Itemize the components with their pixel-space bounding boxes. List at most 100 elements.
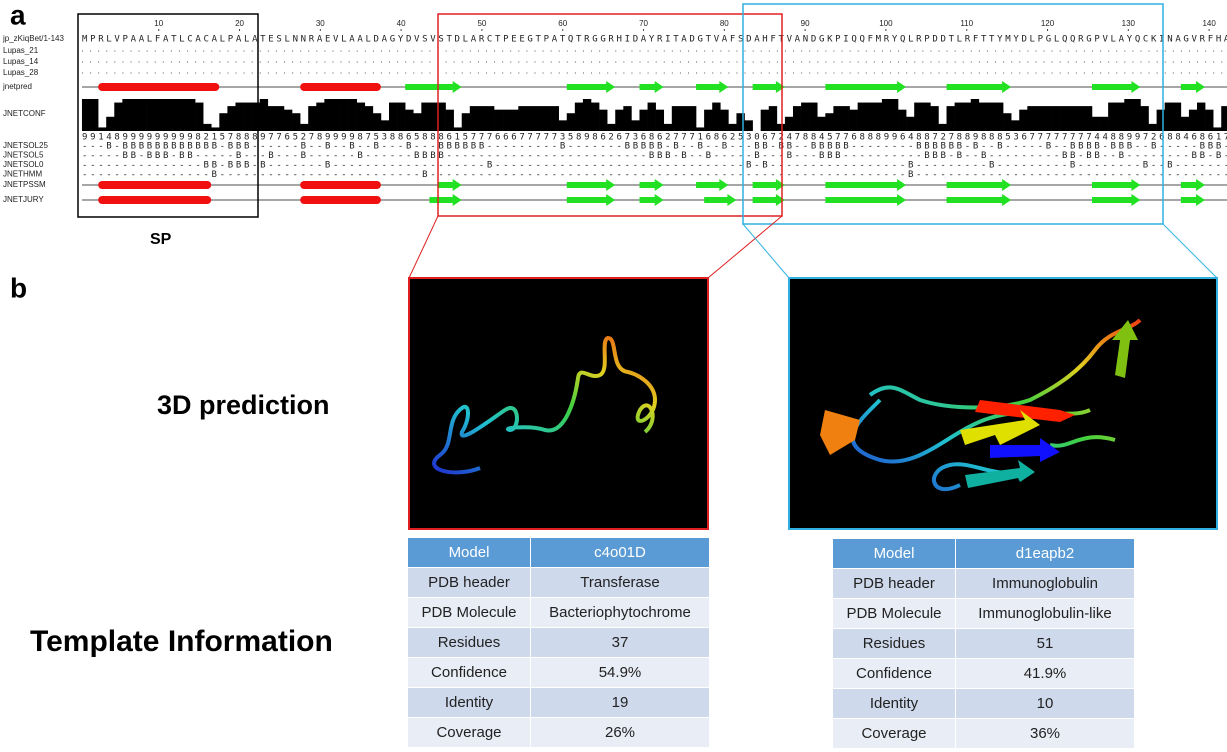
confidence-bar [1124,99,1132,131]
confidence-bar [260,99,268,131]
confidence-bar [696,127,704,131]
confidence-bar [785,117,793,131]
confidence-bar [1116,103,1124,131]
ruler-label: 10 [154,19,163,28]
helix [300,181,381,189]
table-cell: Residues [408,628,531,658]
track-label: JNETSOL0 [3,160,44,169]
confidence-bar [1165,103,1173,131]
confidence-bar [817,117,825,131]
helix [300,83,381,91]
confidence-bar [607,124,615,131]
confidence-bar [1027,106,1035,131]
confidence-bar [793,106,801,131]
ruler-label: 30 [316,19,325,28]
connector [1163,224,1217,278]
table-cell: PDB header [408,568,531,598]
confidence-bar [664,124,672,131]
track-label: jp_zKiqBet/1-143 [2,34,64,43]
confidence-bar [486,106,494,131]
helix [98,181,211,189]
helix [98,196,211,204]
confidence-bar [389,103,397,131]
confidence-bar [510,110,518,131]
strand [1181,194,1205,206]
header-cell: c4o01D [531,538,710,568]
track-label: JNETPSSM [3,180,46,189]
confidence-bar [1092,117,1100,131]
strand [438,179,462,191]
confidence-bar [341,99,349,131]
confidence-bar [413,113,421,131]
template-table: Modelc4o01DPDB headerTransferasePDB Mole… [407,537,710,748]
confidence-bar [890,99,898,131]
confidence-bar [1076,106,1084,131]
track-label: JNETJURY [3,195,44,204]
confidence-bar [147,99,155,131]
confidence-bar [235,103,243,131]
confidence-bar [1003,113,1011,131]
confidence-bar [688,106,696,131]
table-cell: 26% [531,718,710,748]
template-title: Template Information [30,625,333,658]
table-cell: Bacteriophytochrome [531,598,710,628]
alignment: 102030405060708090100110120130140jp_zKiq… [2,19,1227,206]
confidence-bar [268,106,276,131]
confidence-bar [963,103,971,131]
confidence-bar [284,110,292,131]
confidence-bar [187,99,195,131]
confidence-bar [599,110,607,131]
confidence-bar [1060,106,1068,131]
strand [1092,179,1140,191]
confidence-bar [155,99,163,131]
strand [1092,81,1140,93]
confidence-bar [429,103,437,131]
confidence-bar [324,99,332,131]
ruler-label: 50 [477,19,486,28]
confidence-bar [639,110,647,131]
confidence-bar [308,106,316,131]
confidence-bar [922,103,930,131]
confidence-bar [1213,127,1221,131]
confidence-bar [1221,106,1227,131]
connector [743,224,789,278]
confidence-bar [979,103,987,131]
confidence-bar [114,103,122,131]
header-cell: Model [833,539,956,569]
confidence-bar [930,106,938,131]
connector [708,216,782,278]
confidence-bar [551,106,559,131]
track-label: Lupas_14 [3,57,39,66]
confidence-bar [534,106,542,131]
confidence-bar [615,110,623,131]
ruler-label: 100 [879,19,893,28]
confidence-bar [179,99,187,131]
confidence-bar [1019,110,1027,131]
confidence-bar [938,124,946,131]
table-cell: Identity [408,688,531,718]
confidence-bar [583,99,591,131]
confidence-bar [446,110,454,131]
structure-image [409,278,708,529]
ruler-label: 40 [397,19,406,28]
table-cell: 51 [956,629,1135,659]
confidence-bar [559,120,567,131]
strand [753,81,785,93]
table-cell: Immunoglobulin-like [956,599,1135,629]
table-cell: 36% [956,719,1135,749]
confidence-bar [381,120,389,131]
confidence-bar [1068,106,1076,131]
confidence-bar [494,110,502,131]
track-label: Lupas_21 [3,46,39,55]
confidence-bar [866,103,874,131]
confidence-bar [421,103,429,131]
confidence-bar [203,124,211,131]
table-cell: 37 [531,628,710,658]
confidence-bar [244,103,252,131]
confidence-bar [365,106,373,131]
confidence-bar [720,110,728,131]
confidence-bar [1084,106,1092,131]
